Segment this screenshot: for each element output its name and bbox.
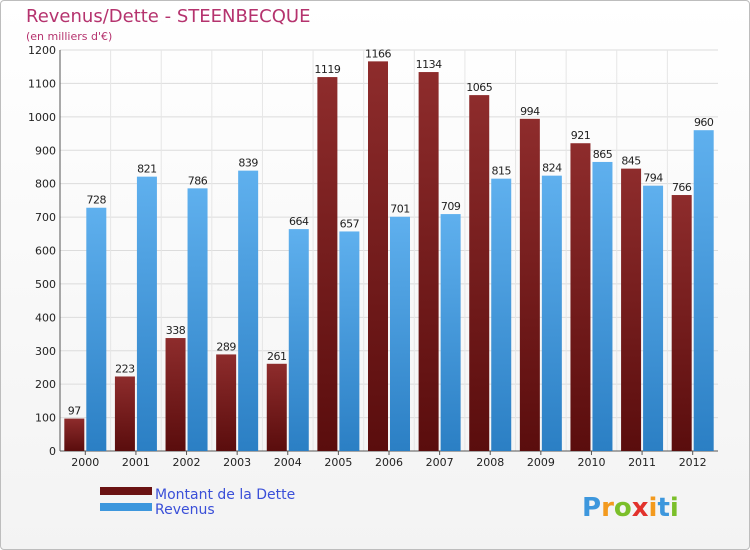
x-axis: 2000 2001 2002 2003 2004 2005 2006 2007 2008 2009… xyxy=(71,451,707,469)
data-label-revenus: 664 xyxy=(289,215,309,228)
data-label-debt: 1166 xyxy=(365,47,391,60)
data-label-debt: 261 xyxy=(267,350,287,363)
bar-revenus xyxy=(187,188,208,451)
bar-revenus xyxy=(390,216,410,451)
bar-revenus xyxy=(136,176,157,451)
bar-debt xyxy=(165,338,186,451)
x-tick-label: 2008 xyxy=(476,456,504,469)
bar-debt xyxy=(114,376,135,451)
y-tick-label: 800 xyxy=(35,178,56,191)
y-tick-label: 1100 xyxy=(28,77,56,90)
bar-revenus xyxy=(339,231,360,451)
bar-debt xyxy=(418,72,439,452)
data-label-revenus: 786 xyxy=(188,174,208,187)
legend-label-revenus: Revenus xyxy=(155,502,215,518)
legend-swatch-debt xyxy=(100,487,152,495)
x-tick-label: 2005 xyxy=(324,456,352,469)
x-tick-label: 2004 xyxy=(274,456,302,469)
x-tick-label: 2011 xyxy=(628,456,656,469)
y-tick-label: 1000 xyxy=(28,111,56,124)
gridlines xyxy=(60,49,718,452)
bar-debt xyxy=(570,143,591,452)
data-label-debt: 97 xyxy=(68,405,81,418)
x-tick-label: 2012 xyxy=(679,456,707,469)
data-label-revenus: 701 xyxy=(390,203,410,216)
y-tick-label: 600 xyxy=(35,245,56,258)
legend-label-debt: Montant de la Dette xyxy=(155,487,295,503)
data-label-debt: 994 xyxy=(520,105,540,118)
data-label-revenus: 960 xyxy=(694,116,714,129)
data-label-revenus: 839 xyxy=(238,157,258,170)
bar-debt xyxy=(469,95,490,452)
bar-debt xyxy=(266,363,287,451)
y-tick-label: 1200 xyxy=(28,44,56,57)
bar-revenus xyxy=(238,170,259,452)
bar-revenus xyxy=(541,175,562,451)
data-label-revenus: 865 xyxy=(593,148,613,161)
data-label-debt: 766 xyxy=(672,181,692,194)
data-label-revenus: 824 xyxy=(542,162,562,175)
bar-revenus xyxy=(86,207,107,451)
data-label-debt: 1065 xyxy=(466,81,492,94)
bar-debt xyxy=(519,118,540,452)
bar-revenus xyxy=(440,214,461,451)
bar-revenus xyxy=(693,130,714,451)
y-tick-label: 100 xyxy=(35,412,56,425)
x-tick-label: 2000 xyxy=(71,456,99,469)
bar-debt xyxy=(368,61,388,452)
x-tick-label: 2006 xyxy=(375,456,403,469)
bar-revenus xyxy=(288,229,309,451)
data-label-revenus: 821 xyxy=(137,163,157,176)
x-tick-label: 2010 xyxy=(577,456,605,469)
bar-revenus xyxy=(592,161,613,451)
bar-debt xyxy=(64,418,85,451)
logo-text: Proxiti xyxy=(582,493,679,523)
chart-subtitle: (en milliers d'€) xyxy=(26,30,112,43)
bar-debt xyxy=(621,168,642,452)
y-tick-label: 500 xyxy=(35,278,56,291)
data-label-debt: 1134 xyxy=(416,58,442,71)
data-label-revenus: 709 xyxy=(441,200,461,213)
legend-swatch-revenus xyxy=(100,503,152,511)
bar-debt xyxy=(671,195,692,451)
data-label-debt: 223 xyxy=(115,362,135,375)
data-label-debt: 845 xyxy=(621,155,641,168)
data-label-debt: 921 xyxy=(571,129,591,142)
x-tick-label: 2007 xyxy=(426,456,454,469)
data-label-debt: 1119 xyxy=(314,63,340,76)
bar-debt xyxy=(317,77,338,451)
bar-revenus xyxy=(491,178,512,451)
y-tick-label: 200 xyxy=(35,378,56,391)
x-tick-label: 2003 xyxy=(223,456,251,469)
y-tick-label: 700 xyxy=(35,211,56,224)
y-axis: 0 100 200 300 400 500 600 700 800 900 1000 1100 1200 xyxy=(28,44,718,458)
y-tick-label: 400 xyxy=(35,311,56,324)
bars xyxy=(64,61,714,452)
chart-title: Revenus/Dette - STEENBECQUE xyxy=(26,6,310,27)
data-label-revenus: 815 xyxy=(491,165,511,178)
data-label-debt: 338 xyxy=(166,324,186,337)
legend: Montant de la Dette Revenus xyxy=(100,487,295,518)
data-label-revenus: 728 xyxy=(87,194,107,207)
data-labels: 97 728 223 821 338 786 289 839 261 664 1119 657 1166… xyxy=(68,47,715,418)
y-tick-label: 900 xyxy=(35,144,56,157)
y-tick-label: 300 xyxy=(35,345,56,358)
x-tick-label: 2001 xyxy=(122,456,150,469)
x-tick-label: 2009 xyxy=(527,456,555,469)
bar-revenus xyxy=(643,185,664,451)
data-label-debt: 289 xyxy=(216,340,236,353)
x-tick-label: 2002 xyxy=(173,456,201,469)
bar-debt xyxy=(216,354,237,451)
y-tick-label: 0 xyxy=(49,445,56,458)
data-label-revenus: 657 xyxy=(340,217,360,230)
proxiti-logo: Proxiti xyxy=(582,493,679,523)
data-label-revenus: 794 xyxy=(643,172,663,185)
